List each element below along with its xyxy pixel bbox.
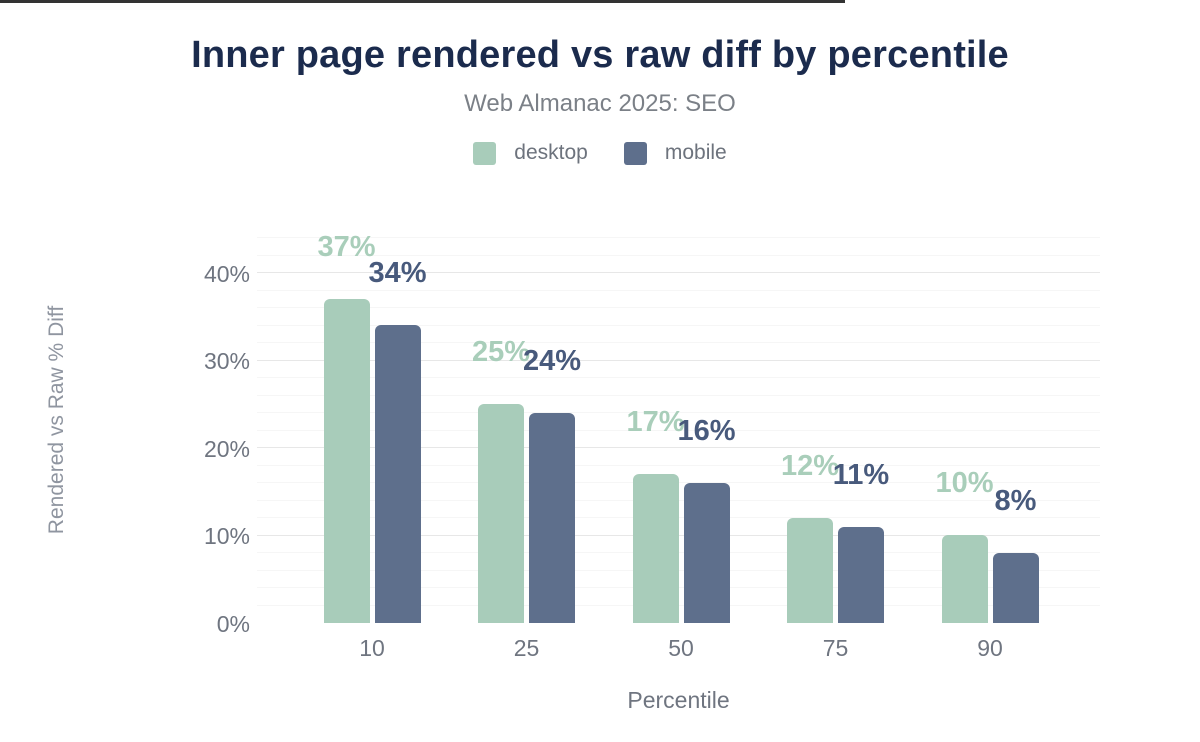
bar-label-mobile-p25: 24% — [522, 344, 582, 377]
bar-mobile-p10[interactable] — [374, 325, 421, 623]
legend-item-mobile[interactable]: mobile — [623, 141, 727, 165]
gridline-major — [257, 359, 1100, 361]
bar-label-desktop-p50: 17% — [626, 406, 685, 439]
gridline-minor — [257, 499, 1100, 501]
legend-item-desktop[interactable]: desktop — [473, 141, 588, 165]
gridline-major — [257, 534, 1100, 536]
x-tick-label: 90 — [977, 635, 1003, 661]
gridline-minor — [257, 517, 1100, 519]
gridline-minor — [257, 377, 1100, 379]
gridline-minor — [257, 412, 1100, 414]
gridline-minor — [257, 289, 1100, 291]
bar-label-desktop-p25: 25% — [471, 336, 531, 369]
x-axis-line — [0, 0, 845, 3]
bar-label-mobile-p90: 8% — [994, 484, 1037, 517]
legend-label-mobile: mobile — [664, 141, 727, 164]
x-tick-label: 50 — [668, 635, 694, 661]
gridline-minor — [257, 429, 1100, 431]
y-tick-label: 10% — [203, 523, 250, 550]
legend-swatch-desktop — [473, 141, 497, 165]
gridline-minor — [257, 342, 1100, 344]
gridline-major — [257, 272, 1100, 274]
legend-label-desktop: desktop — [514, 141, 588, 164]
x-tick-label: 75 — [822, 635, 849, 661]
gridline-minor — [257, 482, 1100, 484]
x-axis-title: Percentile — [627, 687, 730, 713]
gridline-minor — [257, 324, 1100, 326]
bar-label-mobile-p75: 11% — [832, 458, 890, 491]
gridline-minor — [257, 552, 1100, 554]
bar-mobile-p75[interactable] — [838, 526, 884, 623]
x-tick-label: 25 — [513, 635, 540, 661]
gridline-minor — [257, 237, 1100, 239]
bar-mobile-p90[interactable] — [992, 552, 1039, 623]
bar-mobile-p25[interactable] — [529, 412, 575, 623]
gridline-minor — [257, 604, 1100, 606]
bar-desktop-p75[interactable] — [787, 517, 833, 623]
bar-desktop-p90[interactable] — [941, 535, 988, 623]
gridline-minor — [257, 587, 1100, 589]
gridline-minor — [257, 307, 1100, 309]
gridline-minor — [257, 569, 1100, 571]
bar-desktop-p25[interactable] — [478, 404, 524, 623]
bar-label-desktop-p90: 10% — [935, 467, 994, 500]
y-tick-label: 40% — [203, 260, 250, 287]
y-tick-label: 0% — [216, 611, 250, 637]
bar-mobile-p50[interactable] — [683, 482, 730, 623]
x-tick-label: 10 — [359, 635, 385, 661]
bar-label-desktop-p10: 37% — [317, 230, 376, 263]
gridline-major — [257, 447, 1100, 449]
y-tick-label: 30% — [203, 348, 250, 375]
legend: desktop mobile — [0, 141, 1200, 165]
chart-title: Inner page rendered vs raw diff by perce… — [191, 34, 1009, 76]
bar-label-desktop-p75: 12% — [780, 449, 840, 482]
bar-label-mobile-p10: 34% — [368, 257, 427, 290]
chart-subtitle: Web Almanac 2025: SEO — [464, 90, 736, 117]
legend-swatch-mobile — [623, 141, 647, 165]
bar-desktop-p10[interactable] — [323, 298, 370, 623]
bar-label-mobile-p50: 16% — [677, 414, 736, 447]
bar-desktop-p50[interactable] — [632, 474, 679, 623]
gridline-minor — [257, 394, 1100, 396]
gridline-minor — [257, 254, 1100, 256]
y-tick-label: 20% — [203, 435, 250, 462]
gridline-minor — [257, 464, 1100, 466]
